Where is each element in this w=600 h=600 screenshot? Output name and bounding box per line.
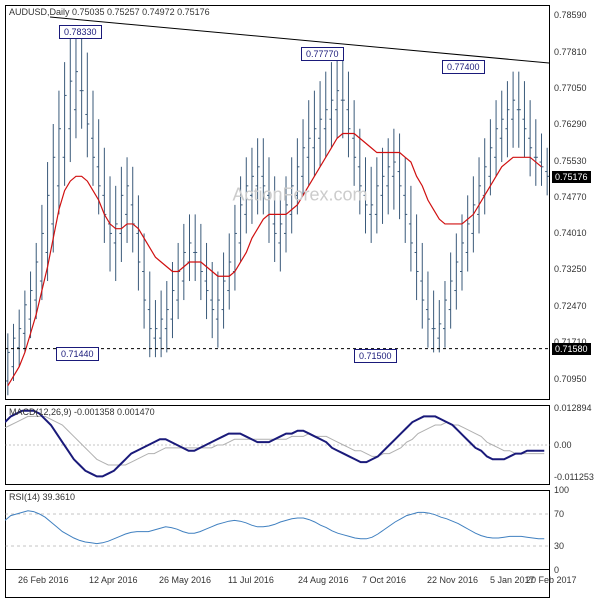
y-tick-label: 0.77050	[554, 83, 587, 93]
y-tick-label: 0.74770	[554, 192, 587, 202]
y-tick-label: 0.72470	[554, 301, 587, 311]
rsi-y-tick: 70	[554, 509, 564, 519]
y-tick-label: 0.76290	[554, 119, 587, 129]
support-price-marker: 0.71580	[552, 343, 591, 355]
x-tick-label: 20 Feb 2017	[526, 575, 577, 585]
rsi-chart-svg	[5, 490, 550, 570]
x-tick-label: 11 Jul 2016	[228, 575, 274, 585]
price-label: 0.77770	[301, 47, 344, 61]
x-tick-label: 26 Feb 2016	[18, 575, 69, 585]
y-tick-label: 0.74010	[554, 228, 587, 238]
macd-chart-svg	[5, 405, 550, 485]
price-label: 0.78330	[59, 25, 102, 39]
rsi-y-tick: 30	[554, 541, 564, 551]
x-tick-label: 22 Nov 2016	[427, 575, 478, 585]
macd-y-tick: 0.012894	[554, 403, 592, 413]
x-tick-label: 24 Aug 2016	[298, 575, 349, 585]
y-tick-label: 0.78590	[554, 10, 587, 20]
current-price-marker: 0.75176	[552, 171, 591, 183]
rsi-y-tick: 0	[554, 565, 559, 575]
x-tick-label: 26 May 2016	[159, 575, 211, 585]
x-tick-label: 12 Apr 2016	[89, 575, 138, 585]
macd-y-tick: -0.011253	[554, 472, 594, 482]
price-label: 0.71500	[354, 349, 397, 363]
y-tick-label: 0.70950	[554, 374, 587, 384]
chart-container: AUDUSD,Daily 0.75035 0.75257 0.74972 0.7…	[0, 0, 600, 600]
macd-title: MACD(12,26,9) -0.001358 0.001470	[9, 407, 155, 417]
y-tick-label: 0.75530	[554, 156, 587, 166]
y-tick-label: 0.77810	[554, 47, 587, 57]
macd-y-tick: 0.00	[554, 440, 572, 450]
x-tick-label: 7 Oct 2016	[362, 575, 406, 585]
chart-title: AUDUSD,Daily 0.75035 0.75257 0.74972 0.7…	[9, 7, 210, 17]
price-label: 0.71440	[56, 347, 99, 361]
y-tick-label: 0.73250	[554, 264, 587, 274]
price-label: 0.77400	[442, 60, 485, 74]
rsi-title: RSI(14) 39.3610	[9, 492, 75, 502]
rsi-y-tick: 100	[554, 485, 569, 495]
